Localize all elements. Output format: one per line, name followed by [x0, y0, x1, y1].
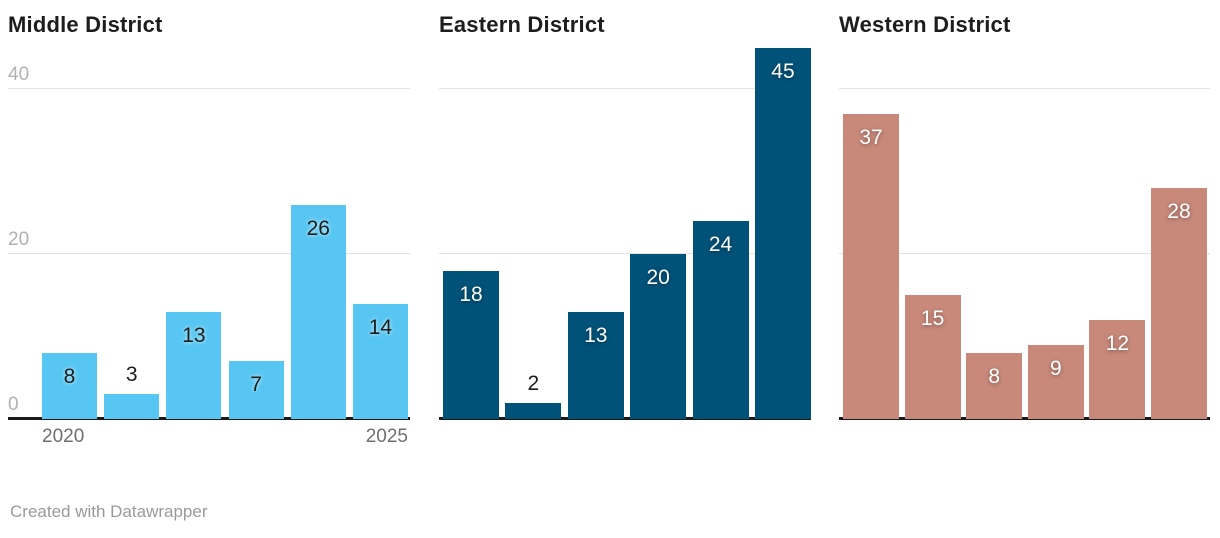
- bar-value-label: 8: [63, 365, 76, 388]
- bar-value-label: 24: [708, 233, 733, 256]
- bar-value-label: 18: [459, 282, 483, 306]
- x-tick-label: 2020: [42, 426, 85, 447]
- bar[interactable]: 8: [42, 353, 97, 419]
- bar-value-label: 13: [584, 323, 608, 347]
- bar[interactable]: 13: [567, 311, 624, 419]
- chart-title: Middle District: [8, 12, 163, 37]
- y-tick-label: 40: [8, 64, 30, 85]
- x-tick-label: [225, 427, 286, 446]
- bar-value-label: 15: [920, 307, 945, 331]
- bar[interactable]: 12: [1089, 320, 1146, 419]
- x-axis-labels: 2020 2025: [42, 427, 408, 446]
- bar-value-label: 14: [368, 315, 393, 339]
- gridline: [8, 88, 410, 89]
- x-tick-label: [286, 427, 347, 446]
- bar-value-label: 9: [1049, 356, 1062, 380]
- bars: 18 2 13 20 24 45: [443, 47, 811, 419]
- bar[interactable]: 24: [692, 221, 749, 419]
- gridline: [839, 88, 1210, 89]
- bar-value-label: 3: [125, 363, 138, 387]
- bar[interactable]: 13: [166, 311, 222, 419]
- y-tick-label: 20: [8, 229, 30, 250]
- gridline: [8, 253, 410, 254]
- bars: 37 15 8 9 12 28: [843, 113, 1207, 419]
- bar-value-label: 7: [250, 373, 262, 397]
- bar-value-label: 37: [859, 125, 883, 149]
- bar-value-label: 2: [527, 371, 540, 395]
- bar-value-label: 20: [646, 266, 670, 289]
- bar[interactable]: 26: [290, 204, 346, 419]
- gridline: [839, 253, 1210, 254]
- chart-title: Western District: [839, 12, 1011, 37]
- y-tick-label: 0: [8, 394, 19, 415]
- bar[interactable]: 20: [630, 254, 687, 419]
- bar[interactable]: 7: [228, 361, 284, 419]
- x-tick-label: 2025: [365, 426, 408, 447]
- bar[interactable]: 9: [1027, 344, 1084, 419]
- bar[interactable]: 15: [904, 295, 961, 419]
- bar[interactable]: 3: [104, 364, 160, 419]
- bar[interactable]: 18: [443, 270, 499, 419]
- bar-value-label: 13: [182, 323, 206, 347]
- datawrapper-credit[interactable]: Created with Datawrapper: [10, 502, 208, 521]
- x-tick-label: [164, 427, 225, 446]
- chart-panel-western-district: Western District 37 15 8 9 12 28: [839, 0, 1210, 460]
- chart-title: Eastern District: [439, 12, 605, 37]
- bar-value-label: 26: [306, 216, 330, 240]
- bar-value-label: 12: [1105, 332, 1130, 355]
- x-axis-baseline: [439, 417, 811, 420]
- chart-panel-eastern-district: Eastern District 18 2 13 20 24 45: [439, 0, 811, 460]
- bar-value-label: 45: [771, 59, 795, 83]
- bar[interactable]: 28: [1150, 188, 1207, 419]
- x-tick-label: [103, 427, 164, 446]
- bar[interactable]: 8: [966, 353, 1023, 419]
- x-axis-baseline: [839, 417, 1210, 420]
- gridline: [439, 88, 811, 89]
- bar-value-label: 8: [988, 365, 1001, 388]
- chart-panel-middle-district: Middle District 40 20 0 8 3 13 7 26 14 2020 2025: [8, 0, 410, 460]
- bar[interactable]: 2: [505, 373, 562, 419]
- bar[interactable]: 45: [754, 47, 811, 419]
- bar[interactable]: 14: [352, 303, 408, 419]
- bar[interactable]: 37: [843, 113, 899, 419]
- bar-value-label: 28: [1167, 200, 1191, 223]
- gridline: [439, 253, 811, 254]
- bars: 8 3 13 7 26 14: [42, 204, 408, 419]
